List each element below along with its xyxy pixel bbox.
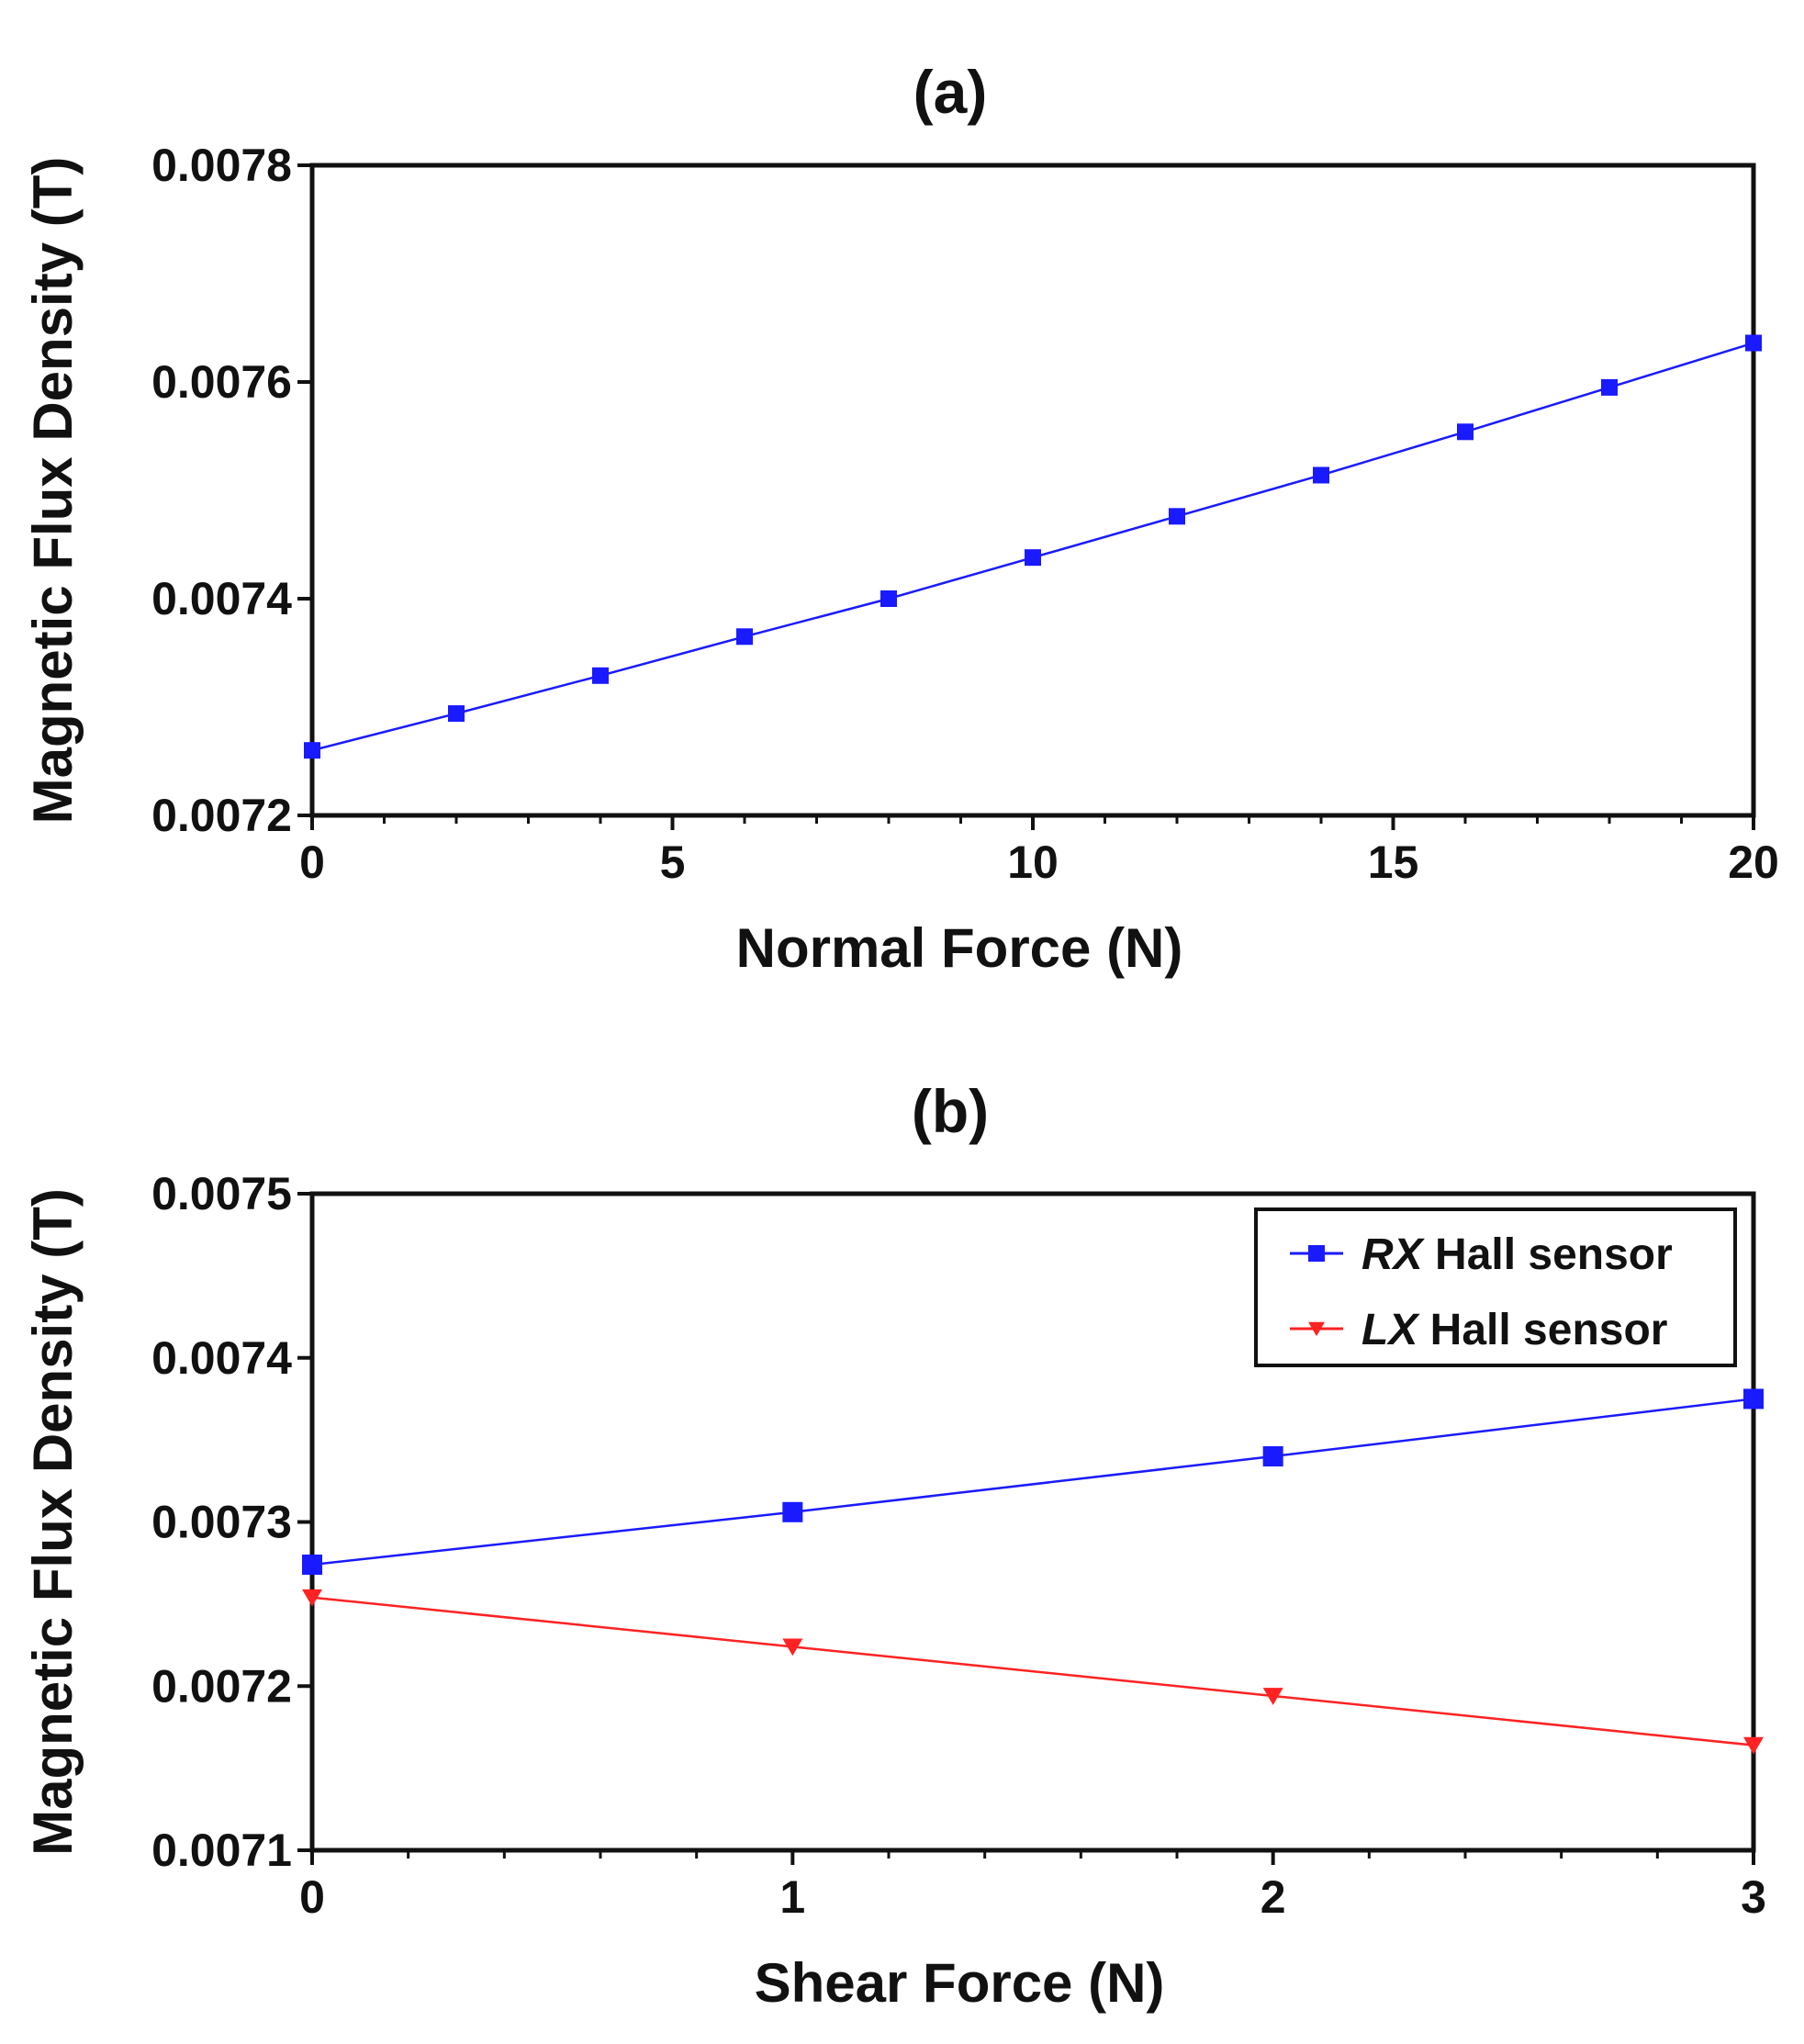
data-point bbox=[736, 628, 753, 646]
chart-a: (a) 0 5 10 15 20 0.0072 0.0074 0.0076 0.0078 Norma… bbox=[22, 58, 1779, 979]
data-point bbox=[1169, 508, 1185, 525]
data-point bbox=[782, 1501, 803, 1522]
x-axis-title: Shear Force (N) bbox=[755, 1952, 1165, 2014]
data-point bbox=[1601, 378, 1618, 396]
x-tick-label: 2 bbox=[1261, 1871, 1286, 1923]
data-point bbox=[448, 705, 465, 723]
legend-label-italic: LX bbox=[1361, 1306, 1420, 1354]
data-point bbox=[1313, 466, 1329, 484]
x-tick-label: 10 bbox=[1007, 837, 1059, 888]
data-point bbox=[302, 1554, 322, 1575]
y-tick-label: 0.0072 bbox=[151, 1660, 292, 1712]
legend-label-italic: RX bbox=[1361, 1230, 1426, 1279]
x-tick-label: 0 bbox=[299, 1871, 325, 1923]
legend-label: LX Hall sensor bbox=[1361, 1306, 1667, 1354]
data-point bbox=[1457, 423, 1473, 441]
x-tick-label: 20 bbox=[1728, 837, 1779, 888]
x-tick-label: 15 bbox=[1368, 837, 1419, 888]
x-tick-label: 5 bbox=[660, 837, 686, 888]
legend-marker bbox=[1308, 1245, 1325, 1262]
data-point bbox=[592, 667, 609, 684]
y-axis-title: Magnetic Flux Density (T) bbox=[22, 1188, 84, 1856]
series-line-0 bbox=[311, 1398, 1754, 1567]
data-point bbox=[1743, 1388, 1764, 1409]
chart-b: (b) 0 1 2 3 0.0071 0.0072 0.0073 0.0074 0.0075 She… bbox=[22, 1077, 1766, 2014]
legend-marker bbox=[1308, 1321, 1325, 1337]
y-tick-label: 0.0078 bbox=[151, 140, 292, 191]
data-point bbox=[1262, 1688, 1283, 1705]
data-point bbox=[1745, 334, 1762, 352]
data-point bbox=[880, 590, 897, 607]
y-tick-label: 0.0073 bbox=[151, 1497, 292, 1548]
y-tick-label: 0.0075 bbox=[151, 1168, 292, 1219]
data-point bbox=[1262, 1446, 1283, 1466]
y-tick-label: 0.0074 bbox=[151, 1332, 292, 1384]
data-point bbox=[302, 1589, 322, 1607]
chart-title: (a) bbox=[913, 58, 988, 126]
y-axis-title: Magnetic Flux Density (T) bbox=[22, 157, 84, 825]
legend-label-rest: Hall sensor bbox=[1423, 1230, 1673, 1279]
legend-box bbox=[1254, 1207, 1737, 1367]
legend-label-rest: Hall sensor bbox=[1417, 1306, 1667, 1354]
y-tick-label: 0.0076 bbox=[151, 356, 292, 408]
x-tick-label: 1 bbox=[779, 1871, 805, 1923]
y-tick-label: 0.0072 bbox=[151, 790, 292, 841]
data-point bbox=[304, 742, 320, 759]
y-tick-label: 0.0074 bbox=[151, 573, 292, 624]
data-point bbox=[1025, 549, 1041, 567]
chart-title: (b) bbox=[912, 1077, 989, 1145]
x-axis-title: Normal Force (N) bbox=[736, 917, 1183, 979]
legend-label: RX Hall sensor bbox=[1361, 1230, 1673, 1279]
x-tick-label: 3 bbox=[1741, 1871, 1766, 1923]
x-tick-label: 0 bbox=[299, 837, 325, 888]
data-point bbox=[782, 1638, 803, 1657]
y-tick-label: 0.0071 bbox=[151, 1825, 292, 1876]
series-line-1 bbox=[311, 1596, 1754, 1746]
data-point bbox=[1743, 1736, 1764, 1755]
